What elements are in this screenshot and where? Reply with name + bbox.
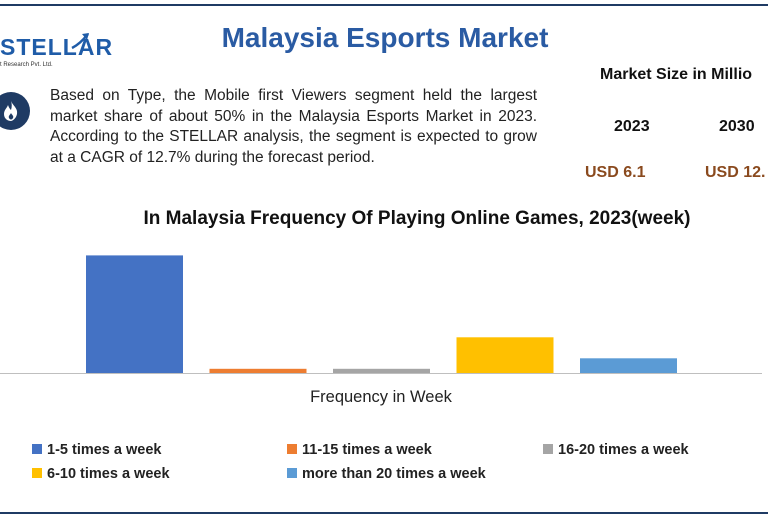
page-frame — [0, 4, 768, 514]
summary-text: Based on Type, the Mobile first Viewers … — [50, 87, 537, 166]
value-2023: USD 6.1 — [585, 164, 646, 181]
page-title: Malaysia Esports Market — [221, 22, 549, 53]
market-size-heading: Market Size in Millio — [600, 66, 753, 83]
legend-label: 6-10 times a week — [47, 466, 170, 482]
year-2023: 2023 — [614, 118, 650, 135]
logo-text: STELLAR — [0, 34, 114, 60]
legend-label: 11-15 times a week — [302, 442, 432, 458]
legend-swatch — [543, 444, 553, 454]
legend-label: 16-20 times a week — [558, 442, 689, 458]
legend-item: 11-15 times a week — [287, 442, 432, 458]
legend-swatch — [32, 468, 42, 478]
stellar-logo: STELLAR t Research Pvt. Ltd. — [0, 22, 112, 70]
year-2030: 2030 — [719, 118, 755, 135]
bar-1 — [86, 255, 183, 373]
legend-item: 16-20 times a week — [543, 442, 689, 458]
legend-item: more than 20 times a week — [287, 466, 486, 482]
bar-4 — [456, 337, 554, 373]
bar-2 — [209, 368, 307, 373]
chart-title: In Malaysia Frequency Of Playing Online … — [143, 208, 691, 229]
value-2030: USD 12. — [705, 164, 766, 181]
legend-swatch — [32, 444, 42, 454]
legend-item: 6-10 times a week — [32, 466, 170, 482]
legend-swatch — [287, 444, 297, 454]
x-axis-label: Frequency in Week — [310, 388, 452, 406]
logo-subtitle: t Research Pvt. Ltd. — [0, 62, 53, 68]
legend-item: 1-5 times a week — [32, 442, 161, 458]
flame-badge-icon — [0, 92, 30, 130]
legend-label: 1-5 times a week — [47, 442, 162, 458]
bar-3 — [333, 368, 430, 373]
legend-label: more than 20 times a week — [302, 466, 486, 482]
bar-chart — [0, 255, 762, 374]
legend-swatch — [287, 468, 297, 478]
logo-arrow-icon — [71, 33, 89, 50]
bar-5 — [580, 358, 677, 373]
